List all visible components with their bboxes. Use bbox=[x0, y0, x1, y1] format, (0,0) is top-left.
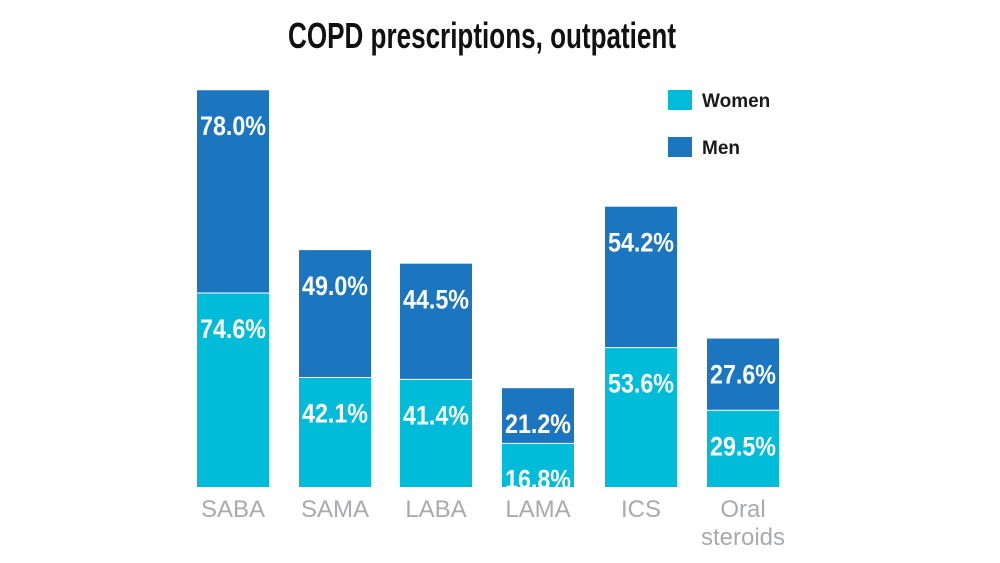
bar-men-saba bbox=[197, 90, 269, 294]
bar-men-lama bbox=[502, 388, 574, 444]
legend-swatch-women bbox=[668, 90, 692, 110]
bar-women-oral-steroids bbox=[707, 410, 779, 487]
value-label-women-sama: 42.1% bbox=[302, 399, 368, 429]
legend: Women Men bbox=[668, 90, 770, 159]
bar-women-saba bbox=[197, 293, 269, 487]
category-label-laba: LABA bbox=[405, 496, 466, 523]
chart-title: COPD prescriptions, outpatient bbox=[288, 15, 676, 56]
value-label-men-laba: 44.5% bbox=[403, 285, 469, 315]
bars bbox=[197, 90, 779, 487]
bar-women-sama bbox=[299, 377, 371, 487]
legend-swatch-men bbox=[668, 137, 692, 157]
value-label-women-saba: 74.6% bbox=[200, 314, 266, 344]
value-label-men-oral-steroids: 27.6% bbox=[710, 360, 776, 390]
category-label-ics: ICS bbox=[621, 496, 661, 523]
bar-men-laba bbox=[400, 263, 472, 380]
bar-women-laba bbox=[400, 379, 472, 487]
category-label-oral-steroids: steroids bbox=[701, 524, 785, 551]
legend-label-women: Women bbox=[702, 91, 770, 112]
bar-women-ics bbox=[605, 347, 677, 487]
bar-women-lama bbox=[502, 443, 574, 487]
value-label-women-laba: 41.4% bbox=[403, 400, 469, 430]
category-label-sama: SAMA bbox=[301, 496, 369, 523]
value-label-women-oral-steroids: 29.5% bbox=[710, 431, 776, 461]
legend-label-men: Men bbox=[702, 138, 740, 159]
value-label-men-sama: 49.0% bbox=[302, 271, 368, 301]
value-label-women-ics: 53.6% bbox=[608, 369, 674, 399]
value-label-women-lama: 16.8% bbox=[505, 464, 571, 494]
bar-men-oral-steroids bbox=[707, 338, 779, 411]
value-label-men-lama: 21.2% bbox=[505, 409, 571, 439]
bar-men-ics bbox=[605, 206, 677, 348]
category-label-lama: LAMA bbox=[505, 496, 570, 523]
bar-men-sama bbox=[299, 250, 371, 378]
category-label-saba: SABA bbox=[201, 496, 265, 523]
category-label-oral-steroids: Oral bbox=[720, 496, 765, 523]
value-labels: 74.6% 78.0% 42.1% 49.0% 41.4% 44.5% 16.8% 21.2%… bbox=[200, 111, 776, 494]
value-label-men-saba: 78.0% bbox=[200, 111, 266, 141]
value-label-men-ics: 54.2% bbox=[608, 228, 674, 258]
